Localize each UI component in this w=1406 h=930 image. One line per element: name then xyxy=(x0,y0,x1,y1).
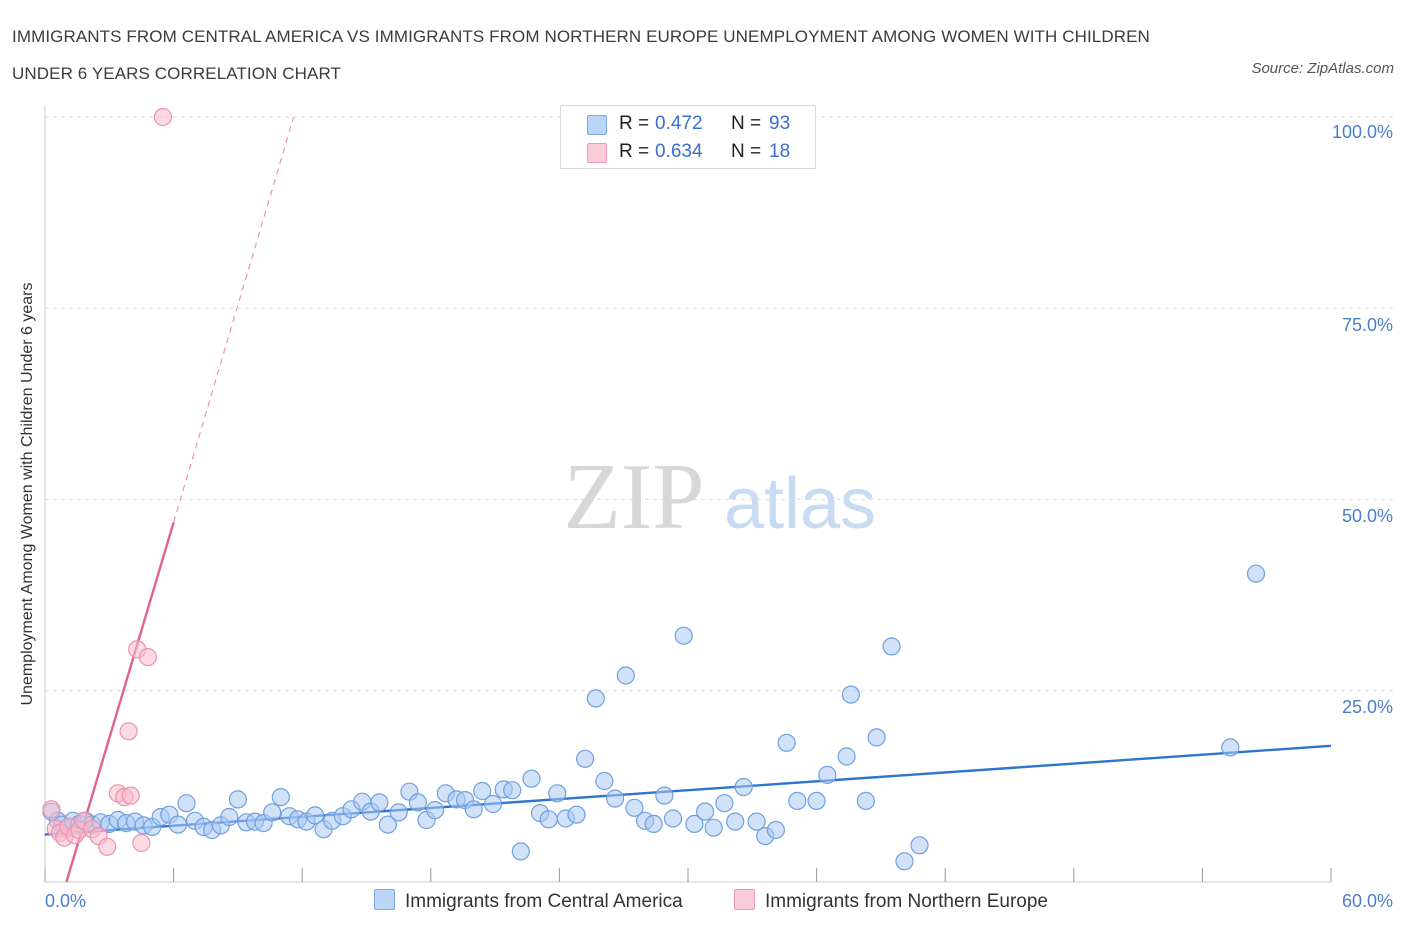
series-swatch-pink xyxy=(734,889,755,910)
point-central-america xyxy=(616,666,635,685)
point-central-america xyxy=(766,820,786,840)
point-central-america xyxy=(1221,738,1240,757)
point-northern-europe xyxy=(138,647,157,667)
point-northern-europe xyxy=(153,107,172,127)
y-tick-label: 50.0% xyxy=(1341,506,1393,526)
point-central-america xyxy=(1246,564,1266,583)
point-central-america xyxy=(483,794,503,814)
point-central-america xyxy=(695,802,715,821)
point-central-america xyxy=(704,818,723,837)
point-central-america xyxy=(807,791,826,811)
series-swatch-blue xyxy=(374,889,395,910)
point-northern-europe xyxy=(98,837,117,856)
legend-n-value: 18 xyxy=(769,141,791,162)
data-points xyxy=(42,107,1266,871)
watermark-zip: ZIP xyxy=(564,445,705,549)
trend-extension-northern-europe xyxy=(173,116,295,523)
series-name-northern-europe: Immigrants from Northern Europe xyxy=(765,891,1048,912)
point-central-america xyxy=(271,787,290,807)
point-central-america xyxy=(685,814,704,834)
y-tick-label: 25.0% xyxy=(1341,697,1393,717)
point-central-america xyxy=(882,637,901,656)
point-central-america xyxy=(426,800,445,820)
point-central-america xyxy=(503,781,522,800)
legend-swatch-pink xyxy=(587,143,607,163)
point-northern-europe xyxy=(132,833,151,853)
point-central-america xyxy=(228,790,247,809)
point-central-america xyxy=(818,765,837,785)
point-central-america xyxy=(473,781,492,801)
legend-swatch-blue xyxy=(587,115,607,135)
point-central-america xyxy=(539,810,558,829)
legend-r-label: R = xyxy=(619,113,650,134)
point-central-america xyxy=(168,815,187,834)
point-central-america xyxy=(715,794,734,813)
point-central-america xyxy=(841,685,861,704)
point-central-america xyxy=(522,769,541,788)
point-central-america xyxy=(895,852,914,871)
point-central-america xyxy=(910,836,929,855)
point-central-america xyxy=(726,812,745,831)
point-central-america xyxy=(378,815,397,834)
legend-r-label: R = xyxy=(619,141,650,162)
x-tick-label-max: 60.0% xyxy=(1341,891,1393,911)
point-central-america xyxy=(747,812,766,831)
point-central-america xyxy=(586,689,605,708)
point-central-america xyxy=(837,747,856,766)
series-name-central-america: Immigrants from Central America xyxy=(405,891,683,912)
point-central-america xyxy=(788,791,807,811)
point-northern-europe xyxy=(121,786,140,805)
chart-title: IMMIGRANTS FROM CENTRAL AMERICA VS IMMIG… xyxy=(12,27,1150,83)
point-central-america xyxy=(306,806,325,825)
point-central-america xyxy=(663,809,683,828)
y-tick-label: 75.0% xyxy=(1341,315,1393,335)
y-tick-label: 100.0% xyxy=(1331,122,1393,142)
point-central-america xyxy=(177,794,196,813)
point-central-america xyxy=(605,789,625,808)
axes xyxy=(44,105,1332,883)
legend-r-value: 0.472 xyxy=(655,113,703,134)
point-northern-europe xyxy=(119,722,138,741)
y-axis-label: Unemployment Among Women with Children U… xyxy=(19,282,36,706)
point-central-america xyxy=(674,626,693,645)
point-central-america xyxy=(263,803,282,822)
series-legend-central-america: Immigrants from Central America xyxy=(374,889,683,913)
watermark-atlas: atlas xyxy=(724,464,876,544)
point-central-america xyxy=(644,814,663,834)
point-central-america xyxy=(511,842,530,861)
source-label: Source: ZipAtlas.com xyxy=(1251,60,1394,77)
point-central-america xyxy=(548,784,567,803)
point-central-america xyxy=(856,791,876,811)
series-legend-northern-europe: Immigrants from Northern Europe xyxy=(734,889,1048,913)
x-tick-label-min: 0.0% xyxy=(45,891,87,911)
point-central-america xyxy=(595,771,614,791)
point-northern-europe xyxy=(42,800,61,819)
legend-n-label: N = xyxy=(731,141,762,162)
point-central-america xyxy=(625,798,644,817)
point-central-america xyxy=(867,728,886,747)
point-central-america xyxy=(734,777,753,797)
gridlines xyxy=(45,116,1395,692)
point-central-america xyxy=(408,793,427,812)
point-central-america xyxy=(389,803,408,822)
point-central-america xyxy=(370,793,389,812)
point-central-america xyxy=(220,807,239,827)
point-central-america xyxy=(777,733,796,752)
point-central-america xyxy=(464,800,483,819)
point-central-america xyxy=(575,749,595,768)
legend-n-label: N = xyxy=(731,113,762,134)
legend-n-value: 93 xyxy=(769,113,791,134)
point-central-america xyxy=(655,786,674,805)
correlation-legend: R = 0.472 N = 93 R = 0.634 N = 18 xyxy=(560,105,816,169)
point-central-america xyxy=(567,805,586,824)
legend-r-value: 0.634 xyxy=(655,141,703,162)
